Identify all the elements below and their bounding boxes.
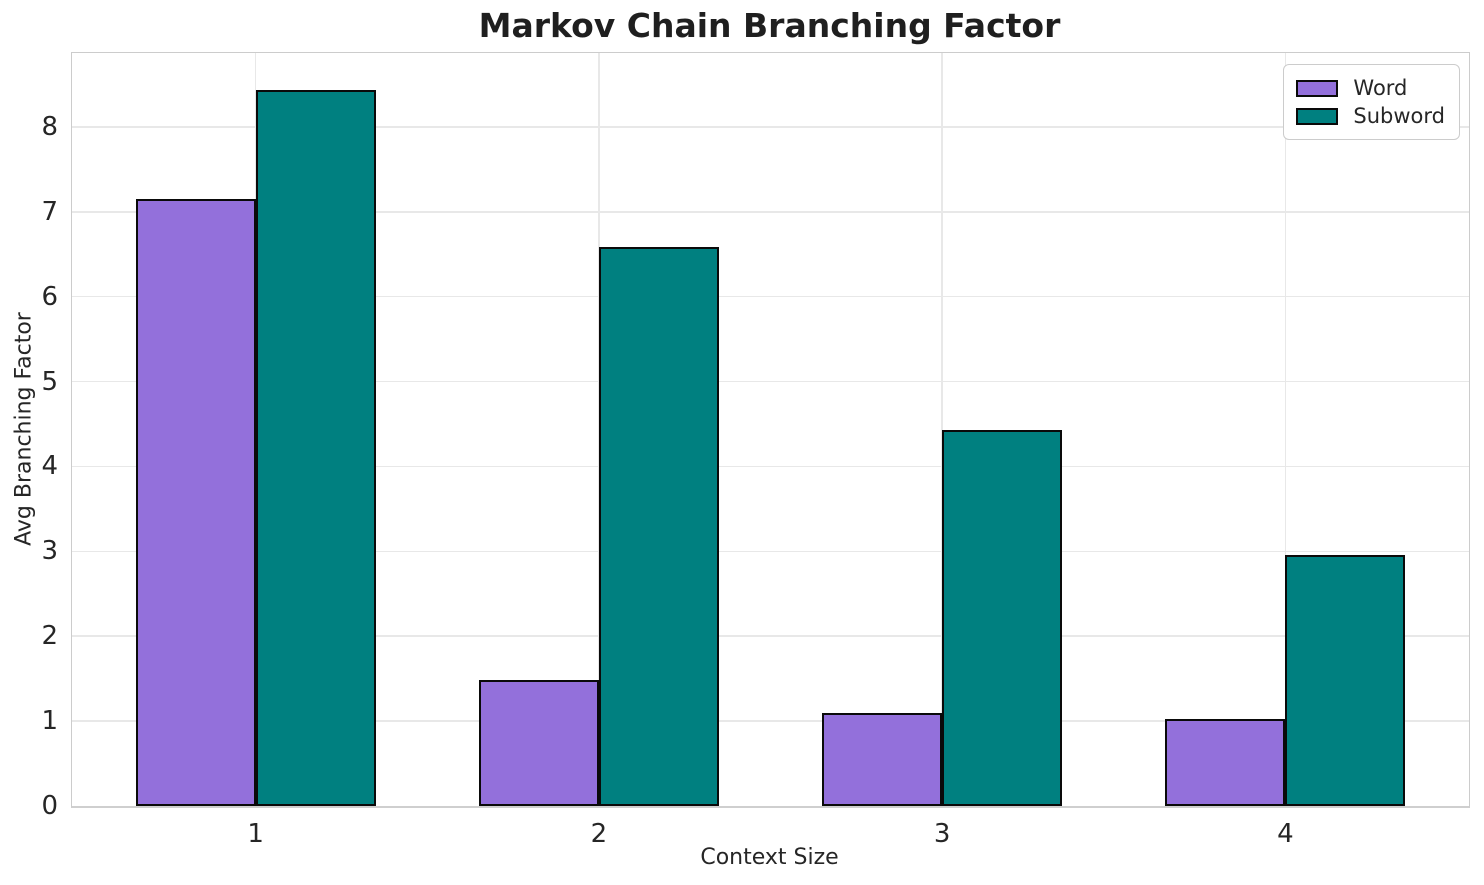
legend-swatch-word (1296, 79, 1339, 97)
x-tick-label-2: 2 (590, 819, 608, 849)
gridline-horizontal-4 (72, 465, 1469, 468)
bar-word-1 (135, 199, 256, 806)
bar-subword-3 (942, 429, 1063, 806)
bar-word-2 (478, 679, 599, 806)
legend-swatch-subword (1296, 107, 1339, 125)
y-tick-label-8: 8 (41, 111, 58, 142)
legend-label-subword: Subword (1353, 104, 1445, 128)
gridline-horizontal-1 (72, 720, 1469, 722)
y-tick-label-7: 7 (41, 196, 58, 227)
bar-subword-2 (598, 246, 719, 806)
gridline-horizontal-8 (72, 126, 1469, 128)
y-tick-label-1: 1 (41, 706, 58, 737)
x-tick-label-4: 4 (1277, 819, 1294, 849)
y-tick-label-5: 5 (41, 366, 58, 397)
plot-area: Word Subword (71, 52, 1470, 808)
y-tick-label-0: 0 (41, 791, 58, 821)
legend-item-subword: Subword (1296, 102, 1445, 130)
gridline-vertical-3 (941, 53, 943, 806)
bar-subword-1 (255, 90, 376, 806)
x-tick-label-3: 3 (933, 819, 951, 849)
gridline-horizontal-2 (72, 635, 1469, 637)
legend: Word Subword (1283, 64, 1460, 140)
legend-item-word: Word (1296, 74, 1445, 102)
bar-subword-4 (1285, 554, 1406, 806)
gridline-horizontal-3 (72, 550, 1469, 553)
chart-title: Markov Chain Branching Factor (478, 6, 1061, 45)
y-tick-label-6: 6 (41, 281, 58, 312)
y-axis-label: Avg Branching Factor (11, 312, 37, 546)
bar-word-4 (1165, 719, 1286, 806)
y-tick-label-2: 2 (41, 621, 58, 652)
x-tick-label-1: 1 (247, 819, 264, 849)
gridline-horizontal-7 (72, 210, 1469, 213)
gridline-vertical-4 (1284, 53, 1287, 806)
x-axis-label: Context Size (700, 845, 839, 870)
gridline-horizontal-6 (72, 295, 1469, 298)
y-tick-label-3: 3 (41, 536, 58, 567)
legend-label-word: Word (1353, 76, 1408, 100)
y-tick-label-4: 4 (41, 451, 58, 482)
gridline-horizontal-5 (72, 380, 1469, 383)
bar-word-3 (821, 713, 943, 806)
